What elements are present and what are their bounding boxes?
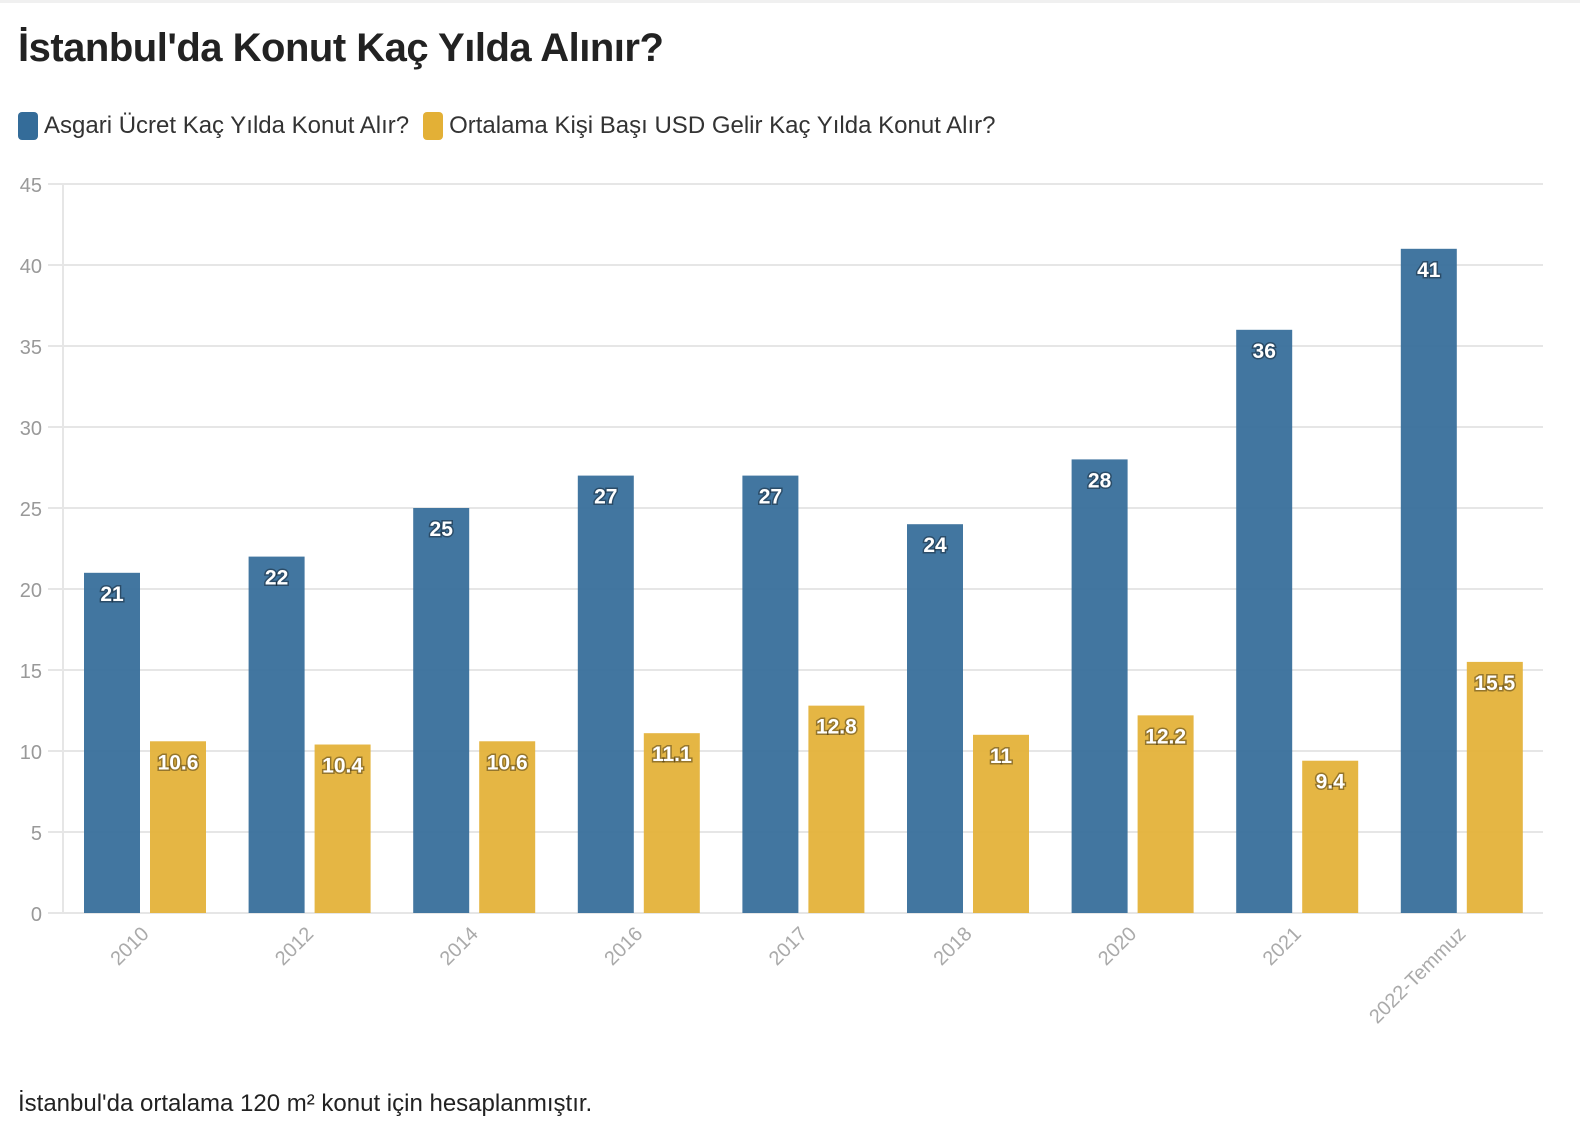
x-tick-label: 2016 [600,923,647,970]
x-tick-label: 2020 [1094,923,1141,970]
bar-series2 [1302,760,1359,913]
y-tick-label: 40 [20,256,42,278]
data-label-series2: 12.8 [816,716,857,739]
x-tick-label: 2017 [765,923,812,970]
bar-series1 [1071,459,1128,913]
bar-series1 [742,475,799,913]
bar-series1 [907,524,963,913]
legend-label-series1: Asgari Ücret Kaç Yılda Konut Alır? [44,112,410,139]
bar-series1 [577,475,634,913]
x-tick-label: 2012 [271,923,318,970]
y-tick-label: 0 [31,904,42,926]
data-label-series2: 11 [990,745,1013,768]
data-label-series2: 10.4 [322,755,363,778]
data-label-series1: 25 [430,518,454,541]
data-label-series2: 12.2 [1145,725,1186,748]
bar-series1 [1400,248,1457,914]
top-border [0,0,1580,3]
footnote: İstanbul'da ortalama 120 m² konut için h… [18,1090,593,1117]
legend-swatch-series1 [18,112,38,140]
chart-title: İstanbul'da Konut Kaç Yılda Alınır? [18,26,664,70]
bar-series2 [973,734,1029,913]
y-tick-label: 5 [31,823,42,845]
bar-series1 [84,572,140,913]
bar-series2 [150,741,206,913]
legend: Asgari Ücret Kaç Yılda Konut Alır? Ortal… [18,108,1010,144]
data-label-series1: 24 [923,534,947,557]
legend-swatch-series2 [423,112,444,140]
legend-item-series1[interactable]: Asgari Ücret Kaç Yılda Konut Alır? [18,112,409,140]
x-tick-label: 2021 [1259,923,1306,970]
data-label-series1: 21 [100,583,124,606]
bar-series1 [248,556,305,913]
bar-chart: 0 5 10 15 20 25 30 35 40 45 21 10.6 2010 22 10.4 2012 25… [20,175,1543,1028]
bar-series2 [643,733,700,913]
y-tick-label: 25 [20,499,42,521]
legend-label-series2: Ortalama Kişi Başı USD Gelir Kaç Yılda K… [449,112,996,139]
bar-series2 [314,744,371,913]
x-tick-label: 2018 [930,923,977,970]
data-label-series2: 10.6 [158,751,199,774]
y-tick-label: 15 [20,661,42,683]
data-label-series2: 9.4 [1316,771,1346,794]
x-tick-label: 2010 [107,923,154,970]
bar-series2 [808,705,865,913]
y-tick-label: 45 [20,175,42,197]
bar-series1 [1236,329,1293,913]
data-label-series2: 10.6 [487,751,528,774]
bar-series2 [479,741,536,913]
data-label-series2: 11.1 [652,743,692,766]
y-tick-label: 35 [20,337,42,359]
data-label-series1: 27 [759,486,782,509]
bar-series1 [413,508,470,913]
x-tick-label: 2014 [436,923,483,970]
data-label-series2: 15.5 [1474,672,1515,695]
bar-series2 [1466,661,1523,913]
x-tick-label: 2022-Temmuz [1365,923,1470,1028]
data-label-series1: 41 [1417,259,1441,282]
data-label-series1: 27 [594,486,617,509]
y-tick-label: 30 [20,418,42,440]
data-label-series1: 36 [1253,340,1276,363]
y-tick-label: 10 [20,742,42,764]
data-label-series1: 22 [265,567,288,590]
legend-item-series2[interactable]: Ortalama Kişi Başı USD Gelir Kaç Yılda K… [423,112,996,140]
bar-series2 [1137,715,1194,913]
y-tick-label: 20 [20,580,42,602]
data-label-series1: 28 [1088,469,1112,492]
